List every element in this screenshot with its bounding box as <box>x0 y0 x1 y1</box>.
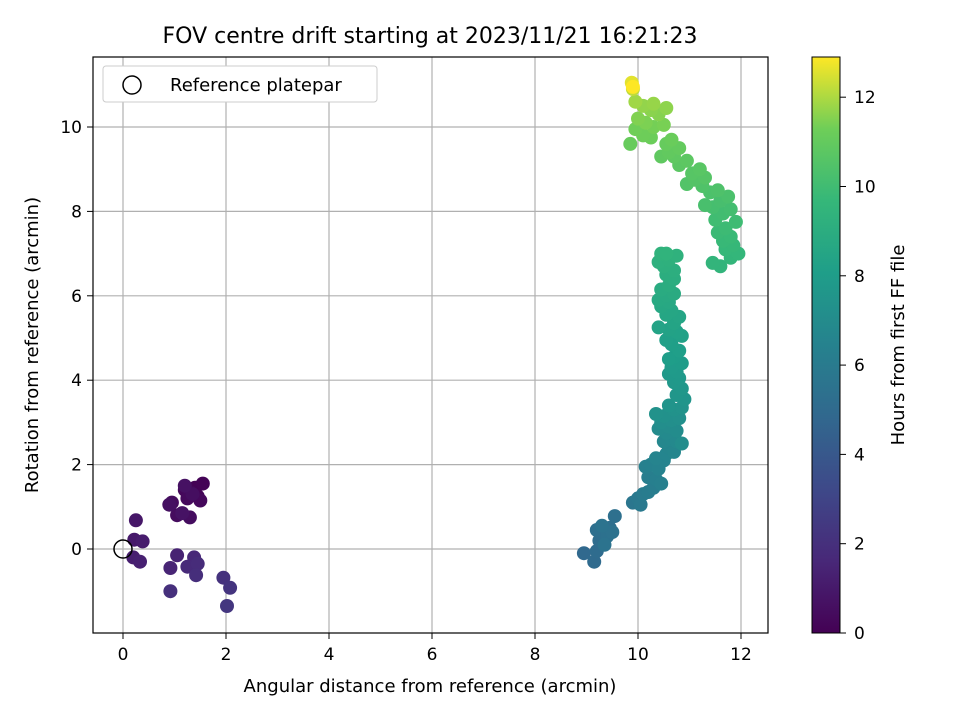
colorbar-label: Hours from first FF file <box>888 245 909 446</box>
x-tick-label: 0 <box>118 645 129 665</box>
data-point <box>135 534 150 549</box>
data-point <box>659 101 674 115</box>
x-axis-label: Angular distance from reference (arcmin) <box>244 676 617 697</box>
data-point <box>628 122 643 137</box>
colorbar-ticks: 0 2 4 6 8 10 12 <box>840 88 876 644</box>
data-point <box>163 584 178 599</box>
y-tick-label: 2 <box>71 456 82 476</box>
data-point <box>705 255 720 270</box>
data-point <box>587 554 602 569</box>
y-tick-label: 8 <box>71 202 82 222</box>
data-point <box>664 132 679 147</box>
data-point <box>721 189 736 204</box>
data-point <box>605 525 620 540</box>
data-point <box>628 94 643 109</box>
data-point <box>723 202 738 217</box>
data-point <box>607 509 622 524</box>
chart-title: FOV centre drift starting at 2023/11/21 … <box>163 24 698 49</box>
data-point <box>692 162 707 177</box>
colorbar-gradient <box>811 56 841 634</box>
legend-entry: Reference platepar <box>170 75 342 96</box>
data-point <box>576 546 591 561</box>
data-point <box>223 580 238 595</box>
x-tick-label: 6 <box>427 645 438 665</box>
colorbar-tick-label: 4 <box>854 445 865 465</box>
data-point <box>646 96 661 111</box>
data-point <box>661 352 676 367</box>
legend-marker-icon <box>122 75 142 95</box>
data-point <box>623 136 638 151</box>
data-point <box>162 497 177 512</box>
colorbar-tick-label: 12 <box>854 88 876 108</box>
x-tick-label: 12 <box>730 645 752 665</box>
data-point <box>133 554 147 569</box>
x-axis-ticks: 0 2 4 6 8 10 12 <box>118 633 752 665</box>
data-point <box>170 548 185 563</box>
colorbar-tick-label: 6 <box>854 356 865 376</box>
y-tick-label: 0 <box>71 540 82 560</box>
data-point <box>649 407 663 421</box>
colorbar: 0 2 4 6 8 10 12 Hours from first FF file <box>811 56 909 644</box>
data-point <box>631 111 645 126</box>
data-point <box>216 570 231 585</box>
x-tick-label: 8 <box>530 645 541 665</box>
y-axis-label: Rotation from reference (arcmin) <box>22 197 43 493</box>
data-point <box>128 513 143 528</box>
data-point <box>679 153 694 168</box>
data-point <box>175 506 190 521</box>
data-point <box>654 476 669 491</box>
y-tick-label: 4 <box>71 371 82 391</box>
y-tick-label: 6 <box>71 287 82 307</box>
reference-marker <box>113 539 133 559</box>
data-point <box>595 518 609 533</box>
data-point <box>189 568 204 583</box>
y-tick-label: 10 <box>60 118 82 138</box>
data-points <box>126 75 746 613</box>
data-point <box>163 561 178 575</box>
x-tick-label: 2 <box>221 645 232 665</box>
data-point <box>698 198 712 213</box>
data-point <box>656 117 671 132</box>
data-point <box>651 320 666 335</box>
data-point <box>625 79 640 94</box>
colorbar-tick-label: 2 <box>854 535 865 555</box>
colorbar-tick-label: 0 <box>854 624 865 644</box>
data-point <box>597 537 612 552</box>
plot-frame <box>92 56 769 634</box>
data-point <box>195 476 210 491</box>
data-point <box>661 398 676 413</box>
data-point <box>220 599 234 613</box>
data-point <box>669 423 684 438</box>
y-axis-ticks: 0 2 4 6 8 10 <box>60 118 93 560</box>
data-point <box>177 478 192 493</box>
colorbar-tick-label: 8 <box>854 267 865 287</box>
data-point <box>728 214 743 229</box>
data-point <box>718 221 733 236</box>
data-point <box>659 333 674 348</box>
legend-box <box>102 65 378 103</box>
data-point <box>659 246 674 261</box>
data-point <box>710 183 725 198</box>
x-tick-label: 10 <box>627 645 649 665</box>
x-tick-label: 4 <box>324 645 335 665</box>
data-point <box>190 556 205 571</box>
colorbar-tick-label: 10 <box>854 177 876 197</box>
data-point <box>674 436 689 451</box>
legend: Reference platepar <box>102 65 378 103</box>
data-point <box>633 497 648 512</box>
